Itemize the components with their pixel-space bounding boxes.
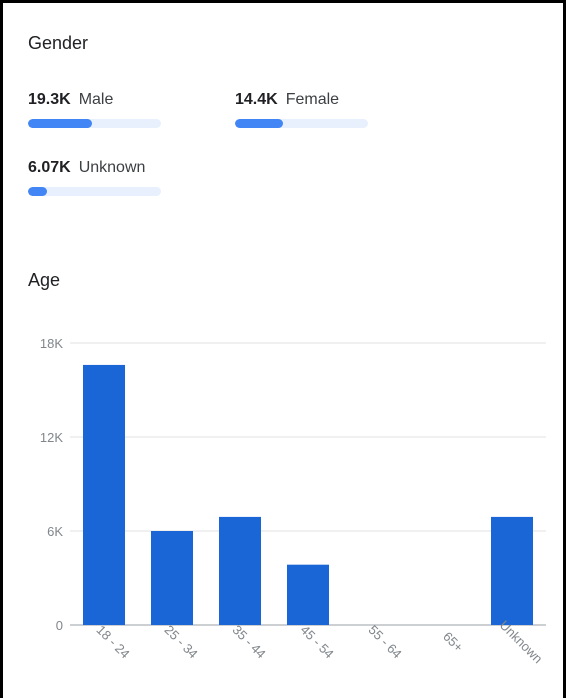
x-tick-label: 25 - 34 (162, 622, 201, 661)
gender-title: Gender (28, 33, 89, 53)
gender-item-female: 14.4K Female (235, 91, 368, 128)
gender-item-unknown: 6.07K Unknown (28, 159, 161, 196)
bar-25-34[interactable] (151, 531, 193, 625)
gender-female-bar (235, 119, 368, 128)
gender-unknown-label: Unknown (78, 159, 146, 176)
bar-unknown[interactable] (491, 516, 533, 625)
gender-male-bar-fill (28, 119, 92, 128)
gender-unknown-bar-fill (28, 187, 47, 196)
gender-item-male: 19.3K Male (28, 91, 161, 128)
age-title: Age (28, 270, 61, 290)
gender-female-bar-fill (235, 119, 283, 128)
gender-male-bar (28, 119, 161, 128)
bar-35-44[interactable] (219, 516, 261, 625)
gender-unknown-bar (28, 187, 161, 196)
x-tick-label: 18 - 24 (94, 622, 133, 661)
y-tick-label: 12K (40, 430, 63, 445)
y-tick-label: 0 (56, 618, 63, 633)
x-tick-label: 35 - 44 (230, 622, 269, 661)
x-tick-label: 45 - 54 (298, 622, 337, 661)
y-tick-label: 18K (40, 336, 63, 351)
y-tick-label: 6K (47, 524, 63, 539)
bar-18-24[interactable] (83, 364, 125, 625)
x-tick-label: 55 - 64 (366, 622, 405, 661)
bar-45-54[interactable] (287, 564, 329, 625)
gender-unknown-value: 6.07K (28, 159, 71, 176)
gender-male-value: 19.3K (28, 91, 71, 108)
gender-female-value: 14.4K (235, 91, 278, 108)
x-tick-label: 65+ (440, 629, 466, 655)
gender-female-label: Female (285, 91, 340, 108)
gender-male-label: Male (78, 91, 114, 108)
